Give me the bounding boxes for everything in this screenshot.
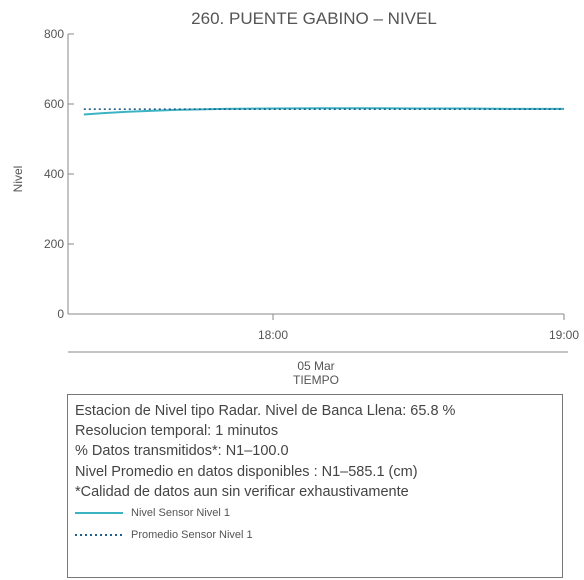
y-axis-label: Nivel [11,166,25,193]
info-line-station: Estacion de Nivel tipo Radar. Nivel de B… [75,403,456,419]
y-tick-label: 600 [44,97,64,111]
legend-label-sensor: Nivel Sensor Nivel 1 [131,507,231,520]
legend-swatch-dotted [75,534,123,537]
y-tick-label: 0 [57,307,64,321]
legend-swatch-solid [75,512,123,515]
legend-item-sensor: Nivel Sensor Nivel 1 [75,502,555,524]
level-chart: 260. PUENTE GABINO – NIVEL Nivel 0 200 400… [11,9,579,387]
x-axis-label: TIEMPO [293,373,339,387]
info-line-resolution: Resolucion temporal: 1 minutos [75,423,279,440]
legend-label-average: Promedio Sensor Nivel 1 [131,529,253,542]
x-date-label: 05 Mar [297,359,334,373]
y-tick-label: 800 [44,27,64,41]
y-axis: 0 200 400 600 800 [44,27,74,321]
info-line-quality-note: *Calidad de datos aun sin verificar exha… [75,483,409,500]
legend-item-average: Promedio Sensor Nivel 1 [75,524,555,546]
chart-title: 260. PUENTE GABINO – NIVEL [191,9,437,28]
x-tick-label: 18:00 [258,328,288,342]
info-box: Estacion de Nivel tipo Radar. Nivel de B… [67,394,563,578]
y-tick-label: 400 [44,167,64,181]
info-line-transmitted: % Datos transmitidos*: N1–100.0 [75,443,289,460]
x-tick-label: 19:00 [549,328,579,342]
series-layer [83,107,564,116]
x-axis: 18:00 19:00 [68,313,579,353]
info-line-average: Nivel Promedio en datos disponibles : N1… [75,463,418,480]
y-tick-label: 200 [44,237,64,251]
